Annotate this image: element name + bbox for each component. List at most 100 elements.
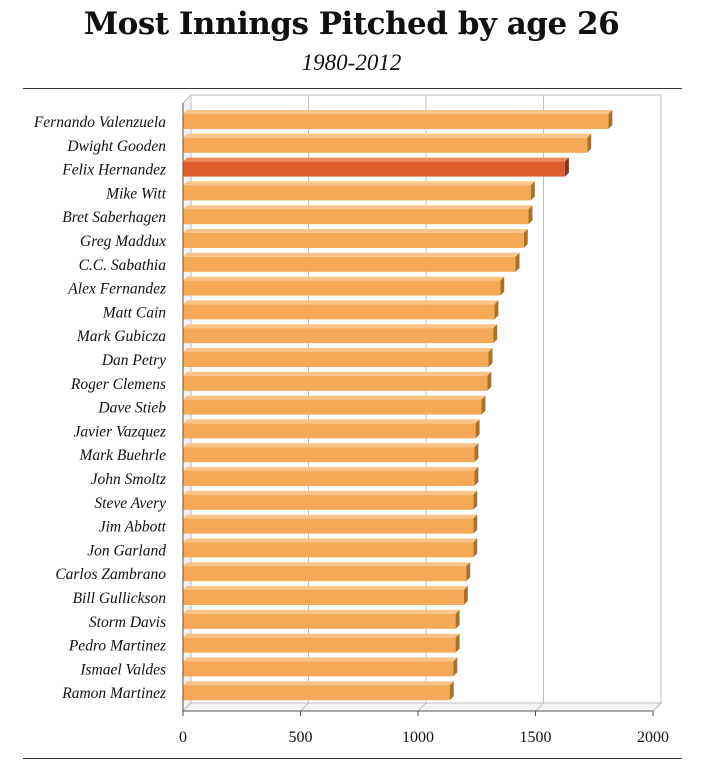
gridline-floor [182, 702, 192, 712]
bar [183, 110, 613, 129]
bar-front-face [183, 661, 454, 677]
category-label: Dan Petry [101, 352, 166, 369]
bar-front-face [183, 280, 501, 296]
bar-top-face [183, 562, 471, 567]
category-labels: Fernando Valenzuela Dwight Gooden Felix He… [33, 114, 167, 702]
x-axis-ticks: 0 500 1000 1500 2000 [179, 103, 669, 746]
bar-end-face [474, 467, 479, 486]
bar-end-face [494, 300, 499, 320]
bar-end-face [473, 538, 478, 558]
bar-end-face [473, 490, 478, 510]
bar-front-face [183, 209, 529, 225]
bar [183, 133, 592, 153]
bar [183, 324, 498, 344]
bar [183, 419, 480, 439]
bar-end-face [587, 133, 592, 153]
category-label: Roger Clemens [70, 376, 166, 393]
bar-top-face [183, 443, 479, 448]
gridline-floor [417, 702, 427, 712]
bar-front-face [183, 613, 456, 629]
bar [183, 467, 479, 486]
bar-end-face [455, 609, 460, 629]
bar-top-face [183, 395, 486, 400]
bar [183, 633, 460, 653]
bar-top-face [183, 229, 528, 233]
bar [183, 514, 478, 534]
category-label: Matt Cain [102, 304, 167, 321]
bar-top-face [183, 110, 613, 114]
bar-front-face [183, 423, 476, 439]
category-label: Mark Gubicza [76, 328, 166, 345]
bar-top-face [183, 514, 478, 519]
bar-top-face [183, 157, 569, 162]
bar [183, 276, 505, 296]
bar-front-face [183, 114, 609, 129]
gridline-floor [535, 702, 544, 712]
bar-front-face [183, 328, 494, 344]
category-label: Dave Stieb [97, 400, 166, 417]
chart-subtitle: 1980-2012 [301, 50, 402, 75]
category-label: C.C. Sabathia [79, 257, 167, 274]
bars [183, 110, 613, 701]
bar-front-face [183, 590, 464, 605]
bar-front-face [183, 256, 516, 272]
bar-top-face [183, 252, 520, 257]
bar-front-face [183, 137, 588, 153]
bar-top-face [183, 657, 458, 662]
bar-front-face [183, 375, 488, 391]
category-label: Steve Avery [94, 495, 166, 512]
bar-end-face [523, 229, 528, 248]
bar [183, 586, 468, 605]
bar-front-face [183, 352, 489, 367]
chart-title: Most Innings Pitched by age 26 [83, 6, 620, 42]
gridline-floor [652, 702, 662, 712]
bar-end-face [475, 419, 480, 439]
bar-front-face [183, 447, 475, 463]
bar-top-face [183, 324, 498, 329]
bottom-divider [23, 758, 682, 759]
bar-front-face [183, 637, 456, 653]
bar [183, 229, 528, 248]
bar-top-face [183, 348, 493, 352]
bar-end-face [449, 681, 454, 701]
bar-front-face [183, 518, 474, 534]
x-tick-label: 0 [179, 729, 187, 746]
category-label: Fernando Valenzuela [33, 114, 166, 131]
bar-end-face [481, 395, 486, 415]
bar [183, 538, 478, 558]
category-label: Carlos Zambrano [55, 566, 166, 583]
bar [183, 395, 486, 415]
category-label: Jim Abbott [99, 519, 167, 536]
bar-front-face [183, 161, 565, 177]
bar-top-face [183, 371, 492, 376]
bar-end-face [515, 252, 520, 272]
bar-end-face [528, 205, 533, 225]
bar-end-face [493, 324, 498, 344]
bar-end-face [453, 657, 458, 677]
bar-front-face [183, 685, 450, 701]
bar-end-face [608, 110, 613, 129]
gridline-floor [300, 702, 309, 712]
bar-top-face [183, 276, 505, 281]
bar-top-face [183, 633, 460, 638]
bar-end-face [473, 514, 478, 534]
category-label: Alex Fernandez [67, 281, 166, 298]
bar-front-face [183, 185, 531, 201]
bar [183, 300, 499, 320]
bar-top-face [183, 609, 460, 614]
bar-top-face [183, 133, 592, 138]
bar [183, 443, 479, 463]
bar-end-face [530, 181, 535, 201]
bar-end-face [487, 371, 492, 391]
bar [183, 205, 533, 225]
bar-front-face [183, 304, 495, 320]
category-label: Mark Buehrle [78, 447, 166, 464]
category-label: Dwight Gooden [66, 138, 166, 155]
x-tick-label: 1000 [402, 729, 434, 746]
category-label: Jon Garland [87, 542, 166, 559]
bar [183, 181, 535, 201]
bar [183, 371, 492, 391]
bar-top-face [183, 467, 479, 471]
bar-end-face [500, 276, 505, 296]
category-label: Greg Maddux [80, 233, 166, 250]
